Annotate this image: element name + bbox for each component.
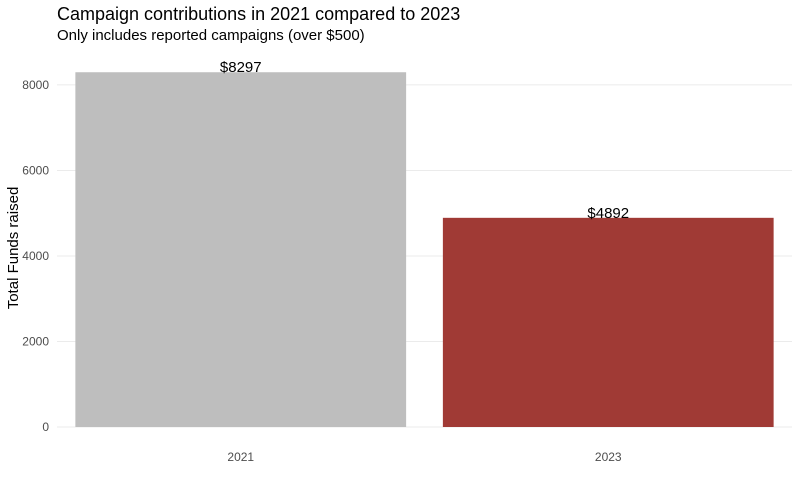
data-label-2021: $8297 xyxy=(220,59,262,76)
y-axis-label: Total Funds raised xyxy=(5,187,22,310)
x-tick-label: 2023 xyxy=(595,450,622,464)
x-axis-ticks: 2021 2023 xyxy=(227,450,622,464)
bars xyxy=(75,72,774,428)
y-tick-label: 6000 xyxy=(22,163,49,177)
y-tick-label: 2000 xyxy=(22,334,49,348)
data-label-2023: $4892 xyxy=(587,205,629,222)
y-axis-ticks: 0 2000 4000 6000 8000 xyxy=(22,78,49,434)
bar-2023 xyxy=(442,217,774,427)
chart-title: Campaign contributions in 2021 compared … xyxy=(57,4,460,24)
x-tick-label: 2021 xyxy=(227,450,254,464)
y-tick-label: 8000 xyxy=(22,78,49,92)
chart-subtitle: Only includes reported campaigns (over $… xyxy=(57,27,365,44)
bar-2021 xyxy=(75,72,407,428)
data-labels: $8297 $4892 xyxy=(220,59,629,222)
y-tick-label: 4000 xyxy=(22,249,49,263)
y-tick-label: 0 xyxy=(42,420,49,434)
